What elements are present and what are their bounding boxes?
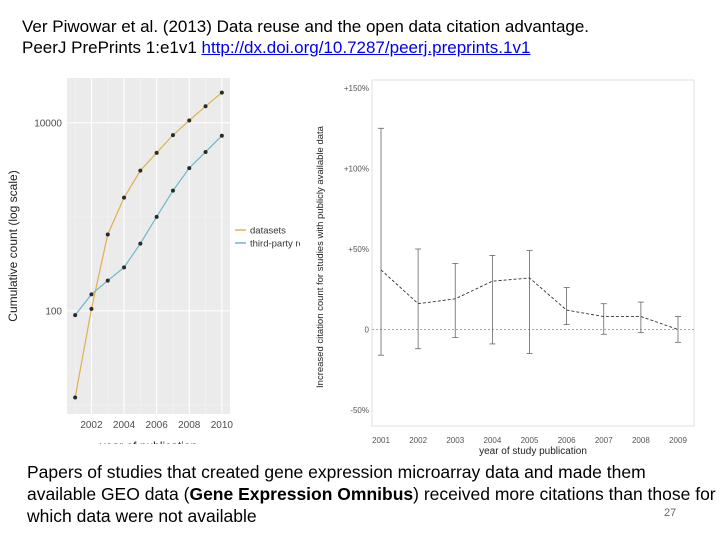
data-point xyxy=(122,195,127,200)
data-point xyxy=(154,150,159,155)
x-tick-label: 2004 xyxy=(483,436,501,445)
x-axis-label: year of study publication xyxy=(479,446,587,456)
y-tick-label: 10000 xyxy=(34,118,62,129)
data-point xyxy=(187,166,192,171)
x-tick-label: 2005 xyxy=(521,436,539,445)
plot-panel xyxy=(67,78,230,414)
data-point xyxy=(154,214,159,219)
data-point xyxy=(73,313,78,318)
citation-advantage-chart: +150% +100% +50% 0 -50% 2001 2002 2003 2004 2005 2… xyxy=(315,79,695,456)
caption-bold-geo: Gene Expression Omnibus xyxy=(189,484,414,504)
x-tick-label: 2003 xyxy=(446,436,464,445)
caption: Papers of studies that created gene expr… xyxy=(27,461,717,527)
cumulative-count-chart: 2002 2004 2006 2008 2010 100 10000 year of publ… xyxy=(6,78,300,444)
y-tick-label: -50% xyxy=(350,406,369,415)
caption-text-2: ) received more citations than those for… xyxy=(27,484,716,526)
caption-text-1: Papers of studies that created gene expr… xyxy=(27,462,646,504)
legend-label: third-party reu xyxy=(250,239,300,250)
data-point xyxy=(219,90,224,95)
header-citation-line: Ver Piwowar et al. (2013) Data reuse and… xyxy=(22,17,590,36)
x-axis-label: year of publication xyxy=(100,439,197,444)
series-line xyxy=(74,135,223,316)
y-tick-label: +50% xyxy=(348,245,369,254)
data-point xyxy=(203,149,208,154)
data-point xyxy=(89,292,94,297)
data-point xyxy=(170,133,175,138)
y-tick-label: 0 xyxy=(365,325,370,334)
x-tick-label: 2008 xyxy=(178,420,201,431)
doi-link[interactable]: http://dx.doi.org/10.7287/peerj.preprint… xyxy=(201,38,531,57)
x-tick-label: 2010 xyxy=(211,420,234,431)
data-point xyxy=(138,241,143,246)
slide-number: 27 xyxy=(664,507,677,519)
header: Ver Piwowar et al. (2013) Data reuse and… xyxy=(22,16,712,58)
x-tick-label: 2006 xyxy=(146,420,169,431)
data-point xyxy=(170,188,175,193)
y-axis-label: Increased citation count for studies wit… xyxy=(315,125,326,388)
data-point xyxy=(122,265,127,270)
data-point xyxy=(203,104,208,109)
x-tick-label: 2009 xyxy=(669,436,687,445)
y-tick-label: +150% xyxy=(344,84,369,93)
data-point xyxy=(73,395,78,400)
estimate-line xyxy=(380,269,679,330)
x-tick-label: 2002 xyxy=(80,420,103,431)
data-point xyxy=(105,232,110,237)
x-tick-label: 2007 xyxy=(595,436,613,445)
y-tick-label: 100 xyxy=(45,306,62,317)
x-tick-label: 2006 xyxy=(558,436,576,445)
header-journal: PeerJ PrePrints 1:e1v1 xyxy=(22,38,202,57)
data-point xyxy=(138,168,143,173)
x-tick-label: 2008 xyxy=(632,436,650,445)
plot-panel xyxy=(371,79,695,427)
x-tick-label: 2002 xyxy=(409,436,427,445)
data-point xyxy=(187,118,192,123)
y-axis-label: Cumulative count (log scale) xyxy=(6,170,20,321)
y-tick-label: +100% xyxy=(344,165,369,174)
data-point xyxy=(89,306,94,311)
x-tick-label: 2001 xyxy=(372,436,390,445)
data-point xyxy=(219,133,224,138)
x-tick-label: 2004 xyxy=(113,420,136,431)
series-line xyxy=(74,92,223,398)
legend-label: datasets xyxy=(250,226,286,237)
data-point xyxy=(105,278,110,283)
header-reference-line: PeerJ PrePrints 1:e1v1 http://dx.doi.org… xyxy=(22,37,712,58)
